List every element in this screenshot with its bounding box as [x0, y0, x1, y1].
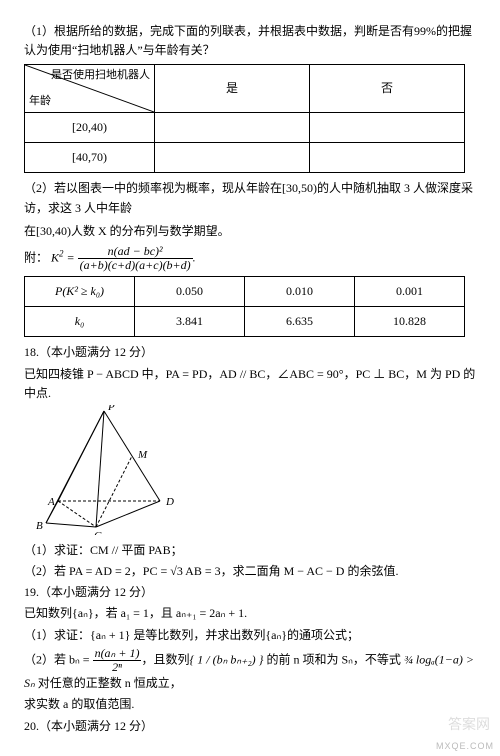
q19-head: 19.（本小题满分 12 分） — [24, 583, 476, 602]
k2-formula: K2 = n(ad − bc)²(a+b)(c+d)(a+c)(b+d). — [51, 245, 196, 272]
svg-text:C: C — [94, 530, 102, 535]
svg-text:M: M — [137, 449, 148, 461]
q19-3: 求实数 a 的取值范围. — [24, 695, 476, 714]
attach-prefix: 附： — [24, 250, 48, 264]
critical-value-table: P(K² ≥ k₀) 0.050 0.010 0.001 k₀ 3.841 6.… — [24, 276, 465, 337]
col-no: 否 — [310, 65, 465, 113]
attach-line: 附： K2 = n(ad − bc)²(a+b)(c+d)(a+c)(b+d). — [24, 245, 476, 272]
t2-r1c4: 0.001 — [355, 277, 465, 307]
col-yes: 是 — [155, 65, 310, 113]
svg-text:B: B — [36, 520, 43, 532]
diag-header-cell: 是否使用扫地机器人 年龄 — [25, 65, 155, 113]
watermark-url: MXQE.COM — [436, 739, 494, 753]
t2-r2c1: k₀ — [25, 307, 135, 337]
q2-line-b: 在[30,40)人数 X 的分布列与数学期望。 — [24, 222, 476, 241]
pyramid-diagram: P AB C D M — [34, 405, 184, 535]
q20-head: 20.（本小题满分 12 分） — [24, 717, 476, 736]
row2-label: [40,70) — [25, 143, 155, 173]
watermark-logo: 答案网 — [448, 713, 490, 735]
diag-top-label: 是否使用扫地机器人 — [51, 67, 150, 85]
q19-2: （2）若 bₙ = n(aₙ + 1)2ⁿ，且数列{ 1 / (bₙ bₙ₊₂)… — [24, 647, 476, 694]
contingency-table: 是否使用扫地机器人 年龄 是 否 [20,40) [40,70) — [24, 64, 465, 173]
q19-1: （1）求证：{aₙ + 1} 是等比数列，并求出数列{aₙ}的通项公式； — [24, 626, 476, 645]
cell-12 — [310, 113, 465, 143]
svg-text:P: P — [107, 405, 115, 413]
t2-r2c2: 3.841 — [135, 307, 245, 337]
q19-text: 已知数列{aₙ}，若 a₁ = 1，且 aₙ₊₁ = 2aₙ + 1. — [24, 604, 476, 623]
q18-2: （2）若 PA = AD = 2，PC = √3 AB = 3，求二面角 M −… — [24, 562, 476, 581]
cell-21 — [155, 143, 310, 173]
svg-text:A: A — [47, 496, 55, 508]
q2-line-a: （2）若以图表一中的频率视为概率，现从年龄在[30,50)的人中随机抽取 3 人… — [24, 179, 476, 217]
diag-bot-label: 年龄 — [29, 93, 51, 111]
q18-head: 18.（本小题满分 12 分） — [24, 343, 476, 362]
q18-1: （1）求证：CM // 平面 PAB； — [24, 541, 476, 560]
row1-label: [20,40) — [25, 113, 155, 143]
q18-text: 已知四棱锥 P − ABCD 中，PA = PD，AD // BC，∠ABC =… — [24, 365, 476, 403]
cell-11 — [155, 113, 310, 143]
cell-22 — [310, 143, 465, 173]
q1-intro: （1）根据所给的数据，完成下面的列联表，并根据表中数据，判断是否有99%的把握认… — [24, 22, 476, 60]
t2-r1c2: 0.050 — [135, 277, 245, 307]
svg-text:D: D — [165, 496, 174, 508]
t2-r2c3: 6.635 — [245, 307, 355, 337]
t2-r1c3: 0.010 — [245, 277, 355, 307]
t2-r2c4: 10.828 — [355, 307, 465, 337]
t2-r1c1: P(K² ≥ k₀) — [25, 277, 135, 307]
